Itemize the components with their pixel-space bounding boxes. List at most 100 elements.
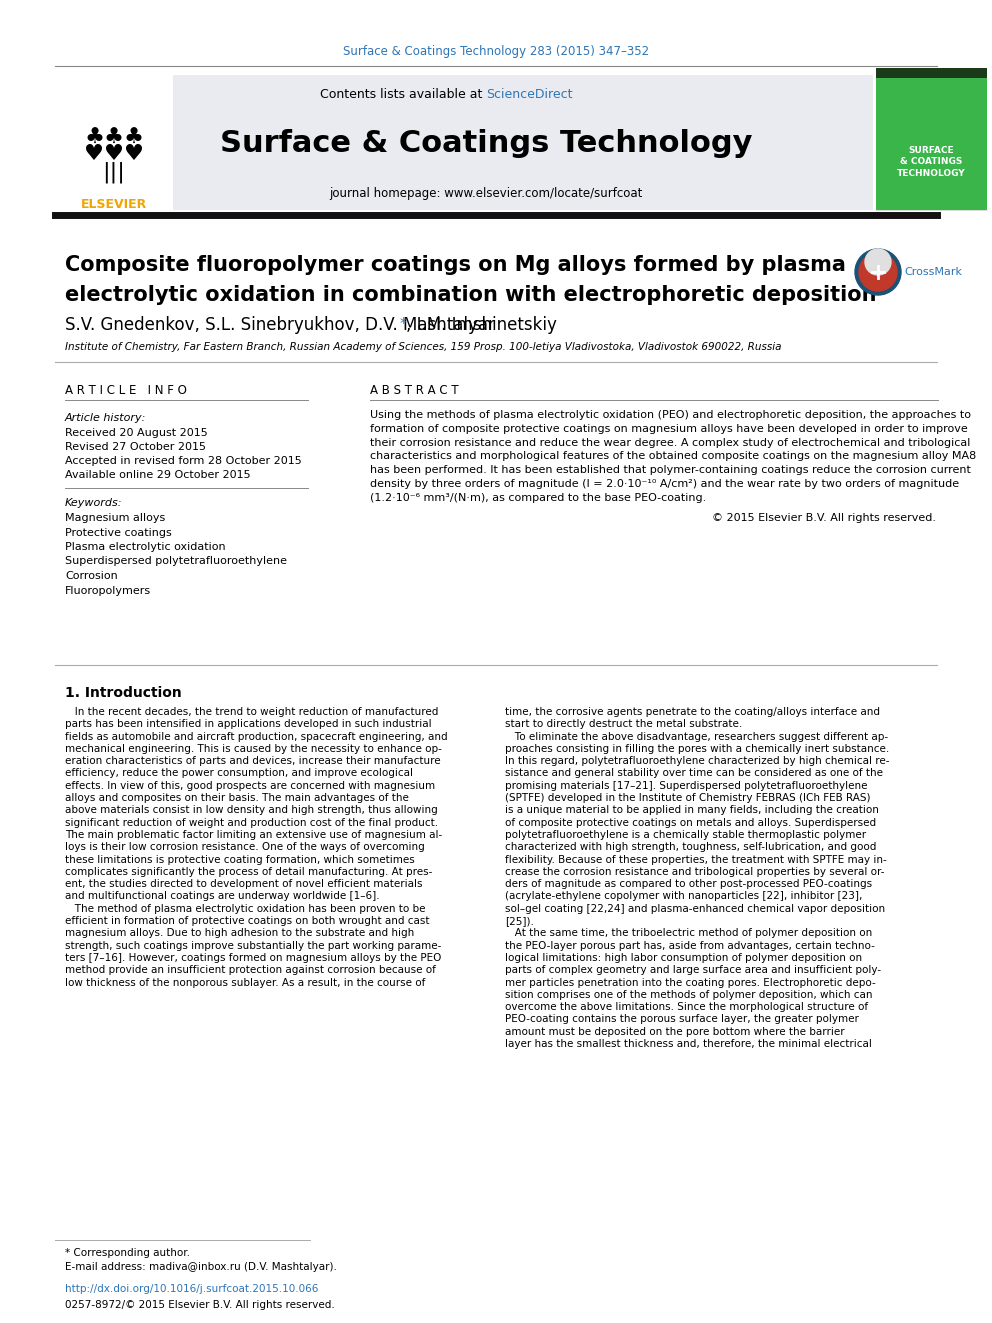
Bar bbox=[55, 75, 173, 210]
Text: alloys and composites on their basis. The main advantages of the: alloys and composites on their basis. Th… bbox=[65, 792, 409, 803]
Text: significant reduction of weight and production cost of the final product.: significant reduction of weight and prod… bbox=[65, 818, 438, 828]
Text: (SPTFE) developed in the Institute of Chemistry FEBRAS (ICh FEB RAS): (SPTFE) developed in the Institute of Ch… bbox=[505, 792, 871, 803]
Text: © 2015 Elsevier B.V. All rights reserved.: © 2015 Elsevier B.V. All rights reserved… bbox=[712, 512, 936, 523]
Text: of composite protective coatings on metals and alloys. Superdispersed: of composite protective coatings on meta… bbox=[505, 818, 876, 828]
Text: Plasma electrolytic oxidation: Plasma electrolytic oxidation bbox=[65, 542, 225, 552]
Text: effects. In view of this, good prospects are concerned with magnesium: effects. In view of this, good prospects… bbox=[65, 781, 435, 791]
Text: PEO-coating contains the porous surface layer, the greater polymer: PEO-coating contains the porous surface … bbox=[505, 1015, 859, 1024]
Text: 1. Introduction: 1. Introduction bbox=[65, 687, 182, 700]
Text: ters [7–16]. However, coatings formed on magnesium alloys by the PEO: ters [7–16]. However, coatings formed on… bbox=[65, 953, 441, 963]
Text: and multifunctional coatings are underway worldwide [1–6].: and multifunctional coatings are underwa… bbox=[65, 892, 380, 901]
Text: (1.2·10⁻⁶ mm³/(N·m), as compared to the base PEO-coating.: (1.2·10⁻⁶ mm³/(N·m), as compared to the … bbox=[370, 492, 706, 503]
Text: The method of plasma electrolytic oxidation has been proven to be: The method of plasma electrolytic oxidat… bbox=[65, 904, 426, 914]
Text: Surface & Coatings Technology: Surface & Coatings Technology bbox=[220, 128, 752, 157]
Text: electrolytic oxidation in combination with electrophoretic deposition: electrolytic oxidation in combination wi… bbox=[65, 284, 877, 306]
Text: efficiency, reduce the power consumption, and improve ecological: efficiency, reduce the power consumption… bbox=[65, 769, 413, 778]
Text: Magnesium alloys: Magnesium alloys bbox=[65, 513, 166, 523]
Text: * Corresponding author.: * Corresponding author. bbox=[65, 1248, 190, 1258]
Text: (acrylate-ethylene copolymer with nanoparticles [22], inhibitor [23],: (acrylate-ethylene copolymer with nanopa… bbox=[505, 892, 862, 901]
Text: complicates significantly the process of detail manufacturing. At pres-: complicates significantly the process of… bbox=[65, 867, 433, 877]
Text: 0257-8972/© 2015 Elsevier B.V. All rights reserved.: 0257-8972/© 2015 Elsevier B.V. All right… bbox=[65, 1301, 334, 1310]
Text: Contents lists available at: Contents lists available at bbox=[319, 89, 486, 102]
Text: CrossMark: CrossMark bbox=[904, 267, 962, 277]
Bar bbox=[876, 75, 987, 210]
Text: Revised 27 October 2015: Revised 27 October 2015 bbox=[65, 442, 206, 452]
Text: Corrosion: Corrosion bbox=[65, 572, 118, 581]
Text: Received 20 August 2015: Received 20 August 2015 bbox=[65, 429, 207, 438]
Text: above materials consist in low density and high strength, thus allowing: above materials consist in low density a… bbox=[65, 806, 437, 815]
Text: Surface & Coatings Technology 283 (2015) 347–352: Surface & Coatings Technology 283 (2015)… bbox=[343, 45, 649, 58]
Text: Composite fluoropolymer coatings on Mg alloys formed by plasma: Composite fluoropolymer coatings on Mg a… bbox=[65, 255, 846, 275]
Text: [25]).: [25]). bbox=[505, 916, 534, 926]
Text: Keywords:: Keywords: bbox=[65, 497, 122, 508]
Text: http://dx.doi.org/10.1016/j.surfcoat.2015.10.066: http://dx.doi.org/10.1016/j.surfcoat.201… bbox=[65, 1285, 318, 1294]
Text: sistance and general stability over time can be considered as one of the: sistance and general stability over time… bbox=[505, 769, 883, 778]
Text: low thickness of the nonporous sublayer. As a result, in the course of: low thickness of the nonporous sublayer.… bbox=[65, 978, 426, 987]
Text: S.V. Gnedenkov, S.L. Sinebryukhov, D.V. Mashtalyar: S.V. Gnedenkov, S.L. Sinebryukhov, D.V. … bbox=[65, 316, 500, 333]
Text: parts has been intensified in applications developed in such industrial: parts has been intensified in applicatio… bbox=[65, 720, 432, 729]
Text: density by three orders of magnitude (I = 2.0·10⁻¹⁰ A/cm²) and the wear rate by : density by three orders of magnitude (I … bbox=[370, 479, 959, 490]
Text: sol–gel coating [22,24] and plasma-enhanced chemical vapor deposition: sol–gel coating [22,24] and plasma-enhan… bbox=[505, 904, 885, 914]
Text: magnesium alloys. Due to high adhesion to the substrate and high: magnesium alloys. Due to high adhesion t… bbox=[65, 929, 415, 938]
Text: flexibility. Because of these properties, the treatment with SPTFE may in-: flexibility. Because of these properties… bbox=[505, 855, 887, 865]
Text: Article history:: Article history: bbox=[65, 413, 147, 423]
Text: these limitations is protective coating formation, which sometimes: these limitations is protective coating … bbox=[65, 855, 415, 865]
Text: , I.M. Imshinetskiy: , I.M. Imshinetskiy bbox=[406, 316, 557, 333]
Text: parts of complex geometry and large surface area and insufficient poly-: parts of complex geometry and large surf… bbox=[505, 966, 881, 975]
Text: the PEO-layer porous part has, aside from advantages, certain techno-: the PEO-layer porous part has, aside fro… bbox=[505, 941, 875, 951]
Text: *: * bbox=[399, 316, 406, 329]
Text: Fluoropolymers: Fluoropolymers bbox=[65, 586, 151, 595]
Text: characterized with high strength, toughness, self-lubrication, and good: characterized with high strength, toughn… bbox=[505, 843, 876, 852]
Text: their corrosion resistance and reduce the wear degree. A complex study of electr: their corrosion resistance and reduce th… bbox=[370, 438, 970, 447]
Text: At the same time, the triboelectric method of polymer deposition on: At the same time, the triboelectric meth… bbox=[505, 929, 872, 938]
Text: SURFACE
& COATINGS
TECHNOLOGY: SURFACE & COATINGS TECHNOLOGY bbox=[897, 147, 965, 177]
Text: A R T I C L E   I N F O: A R T I C L E I N F O bbox=[65, 384, 186, 397]
Text: overcome the above limitations. Since the morphological structure of: overcome the above limitations. Since th… bbox=[505, 1003, 868, 1012]
Bar bbox=[876, 67, 987, 78]
Text: ♣♣♣
♥♥♥
|||: ♣♣♣ ♥♥♥ ||| bbox=[84, 127, 144, 183]
Text: is a unique material to be applied in many fields, including the creation: is a unique material to be applied in ma… bbox=[505, 806, 879, 815]
Text: E-mail address: madiva@inbox.ru (D.V. Mashtalyar).: E-mail address: madiva@inbox.ru (D.V. Ma… bbox=[65, 1262, 337, 1271]
Text: sition comprises one of the methods of polymer deposition, which can: sition comprises one of the methods of p… bbox=[505, 990, 873, 1000]
Circle shape bbox=[855, 249, 901, 295]
Text: amount must be deposited on the pore bottom where the barrier: amount must be deposited on the pore bot… bbox=[505, 1027, 844, 1037]
Text: ELSEVIER: ELSEVIER bbox=[81, 197, 147, 210]
Text: ders of magnitude as compared to other post-processed PEO-coatings: ders of magnitude as compared to other p… bbox=[505, 880, 872, 889]
Text: mer particles penetration into the coating pores. Electrophoretic depo-: mer particles penetration into the coati… bbox=[505, 978, 876, 987]
Text: layer has the smallest thickness and, therefore, the minimal electrical: layer has the smallest thickness and, th… bbox=[505, 1039, 872, 1049]
Text: efficient in formation of protective coatings on both wrought and cast: efficient in formation of protective coa… bbox=[65, 916, 430, 926]
Text: In the recent decades, the trend to weight reduction of manufactured: In the recent decades, the trend to weig… bbox=[65, 706, 438, 717]
Text: has been performed. It has been established that polymer-containing coatings red: has been performed. It has been establis… bbox=[370, 466, 971, 475]
Text: loys is their low corrosion resistance. One of the ways of overcoming: loys is their low corrosion resistance. … bbox=[65, 843, 425, 852]
Text: Using the methods of plasma electrolytic oxidation (PEO) and electrophoretic dep: Using the methods of plasma electrolytic… bbox=[370, 410, 971, 419]
Text: time, the corrosive agents penetrate to the coating/alloys interface and: time, the corrosive agents penetrate to … bbox=[505, 706, 880, 717]
Text: ScienceDirect: ScienceDirect bbox=[486, 89, 572, 102]
Circle shape bbox=[865, 249, 891, 275]
Text: fields as automobile and aircraft production, spacecraft engineering, and: fields as automobile and aircraft produc… bbox=[65, 732, 447, 742]
Text: proaches consisting in filling the pores with a chemically inert substance.: proaches consisting in filling the pores… bbox=[505, 744, 889, 754]
Text: characteristics and morphological features of the obtained composite coatings on: characteristics and morphological featur… bbox=[370, 451, 976, 462]
Text: Accepted in revised form 28 October 2015: Accepted in revised form 28 October 2015 bbox=[65, 456, 302, 466]
Text: Protective coatings: Protective coatings bbox=[65, 528, 172, 537]
Text: strength, such coatings improve substantially the part working parame-: strength, such coatings improve substant… bbox=[65, 941, 441, 951]
Text: Institute of Chemistry, Far Eastern Branch, Russian Academy of Sciences, 159 Pro: Institute of Chemistry, Far Eastern Bran… bbox=[65, 343, 782, 352]
Text: To eliminate the above disadvantage, researchers suggest different ap-: To eliminate the above disadvantage, res… bbox=[505, 732, 888, 742]
Text: Available online 29 October 2015: Available online 29 October 2015 bbox=[65, 470, 251, 480]
Text: journal homepage: www.elsevier.com/locate/surfcoat: journal homepage: www.elsevier.com/locat… bbox=[329, 187, 643, 200]
Text: A B S T R A C T: A B S T R A C T bbox=[370, 384, 458, 397]
Text: formation of composite protective coatings on magnesium alloys have been develop: formation of composite protective coatin… bbox=[370, 423, 968, 434]
Text: promising materials [17–21]. Superdispersed polytetrafluoroethylene: promising materials [17–21]. Superdisper… bbox=[505, 781, 867, 791]
Text: Superdispersed polytetrafluoroethylene: Superdispersed polytetrafluoroethylene bbox=[65, 557, 287, 566]
Text: eration characteristics of parts and devices, increase their manufacture: eration characteristics of parts and dev… bbox=[65, 757, 440, 766]
Text: start to directly destruct the metal substrate.: start to directly destruct the metal sub… bbox=[505, 720, 742, 729]
Text: logical limitations: high labor consumption of polymer deposition on: logical limitations: high labor consumpt… bbox=[505, 953, 862, 963]
Text: method provide an insufficient protection against corrosion because of: method provide an insufficient protectio… bbox=[65, 966, 435, 975]
Text: ent, the studies directed to development of novel efficient materials: ent, the studies directed to development… bbox=[65, 880, 423, 889]
Text: The main problematic factor limiting an extensive use of magnesium al-: The main problematic factor limiting an … bbox=[65, 830, 442, 840]
Text: polytetrafluoroethylene is a chemically stable thermoplastic polymer: polytetrafluoroethylene is a chemically … bbox=[505, 830, 866, 840]
Bar bbox=[55, 75, 873, 210]
Circle shape bbox=[859, 253, 897, 291]
Text: crease the corrosion resistance and tribological properties by several or-: crease the corrosion resistance and trib… bbox=[505, 867, 885, 877]
Text: In this regard, polytetrafluoroethylene characterized by high chemical re-: In this regard, polytetrafluoroethylene … bbox=[505, 757, 890, 766]
Text: mechanical engineering. This is caused by the necessity to enhance op-: mechanical engineering. This is caused b… bbox=[65, 744, 441, 754]
